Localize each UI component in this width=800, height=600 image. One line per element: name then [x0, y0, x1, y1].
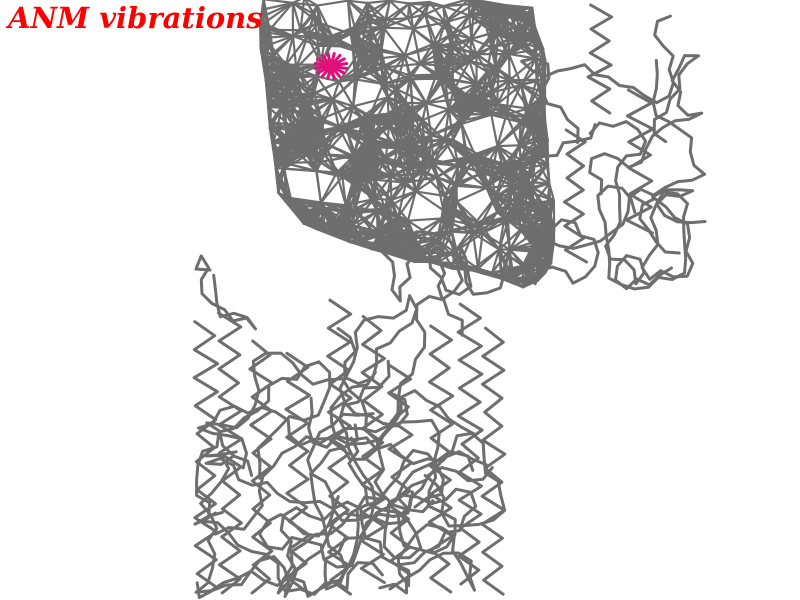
network-spring	[384, 28, 414, 29]
network-spring	[453, 59, 454, 91]
helix-segment	[458, 304, 482, 584]
network-spring	[497, 70, 498, 105]
network-spring	[394, 89, 395, 113]
network-spring	[491, 115, 497, 146]
network-spring	[497, 145, 519, 146]
network-spring	[368, 141, 369, 167]
backbone-trace-transmembrane-domain	[194, 256, 505, 598]
helix-segment	[564, 130, 586, 262]
network-spring	[410, 75, 436, 76]
helix-segment	[627, 90, 653, 233]
network-spring	[269, 101, 302, 102]
network-spring	[548, 164, 549, 183]
network-spring	[317, 1, 348, 6]
network-spring	[426, 103, 449, 109]
network-spring	[374, 199, 391, 200]
helix-segment	[286, 353, 310, 591]
helix-segment	[588, 5, 612, 113]
network-spring	[316, 171, 321, 202]
anm-elastic-network-mesh	[260, 0, 554, 287]
network-spring	[355, 27, 384, 28]
viewer-title: ANM vibrations	[8, 4, 263, 33]
network-spring	[549, 183, 550, 215]
network-spring	[470, 39, 472, 61]
network-spring	[264, 0, 293, 3]
network-spring	[451, 207, 452, 232]
backbone-segment	[590, 122, 671, 289]
network-spring	[457, 188, 487, 202]
network-spring	[463, 114, 491, 115]
network-spring	[263, 0, 264, 9]
network-spring	[352, 156, 353, 184]
network-spring	[398, 148, 425, 149]
network-spring	[409, 2, 429, 4]
